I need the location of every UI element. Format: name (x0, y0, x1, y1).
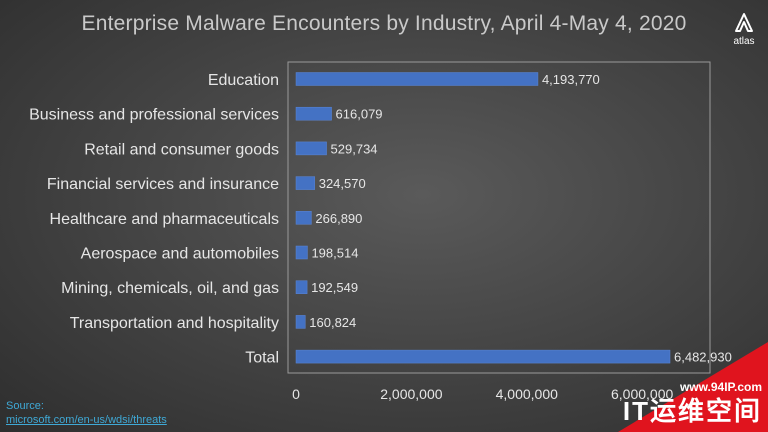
watermark-url: www.94IP.com (679, 380, 762, 394)
category-label: Business and professional services (29, 107, 279, 124)
bar (295, 315, 306, 329)
bar (295, 280, 308, 294)
source-link[interactable]: microsoft.com/en-us/wdsi/threats (6, 414, 167, 426)
bar (295, 141, 327, 156)
bar (295, 72, 539, 86)
bar (295, 211, 312, 225)
atlas-logo: atlas (726, 12, 762, 47)
chart-title: Enterprise Malware Encounters by Industr… (81, 12, 687, 35)
category-label: Transportation and hospitality (70, 315, 279, 332)
source-label: Source: (6, 400, 44, 412)
category-label: Financial services and insurance (47, 176, 279, 193)
watermark: www.94IP.com IT运维空间 (618, 342, 768, 432)
data-label: 160,824 (309, 315, 356, 330)
data-label: 192,549 (311, 280, 358, 295)
bar (295, 106, 332, 121)
category-label: Education (208, 72, 279, 89)
category-label: Mining, chemicals, oil, and gas (61, 280, 279, 297)
plot-area-frame (287, 61, 711, 374)
data-label: 198,514 (311, 246, 358, 261)
x-tick-label: 0 (292, 386, 300, 402)
source-note: Source: microsoft.com/en-us/wdsi/threats (6, 399, 167, 427)
bar (295, 176, 315, 190)
x-tick-label: 4,000,000 (496, 386, 558, 402)
category-label: Aerospace and automobiles (81, 246, 279, 263)
data-label: 529,734 (331, 141, 378, 156)
category-label: Total (245, 350, 279, 367)
x-tick-label: 2,000,000 (380, 386, 442, 402)
category-label: Retail and consumer goods (84, 141, 279, 158)
watermark-background (618, 342, 768, 432)
data-label: 616,079 (336, 107, 383, 122)
bar (295, 245, 308, 260)
watermark-brand: IT运维空间 (622, 396, 762, 426)
bar (295, 349, 671, 364)
data-label: 4,193,770 (542, 72, 600, 87)
atlas-logo-icon (735, 13, 753, 32)
category-label: Healthcare and pharmaceuticals (50, 211, 279, 228)
data-label: 324,570 (319, 176, 366, 191)
logo-text: atlas (733, 36, 755, 47)
data-label: 266,890 (315, 211, 362, 226)
